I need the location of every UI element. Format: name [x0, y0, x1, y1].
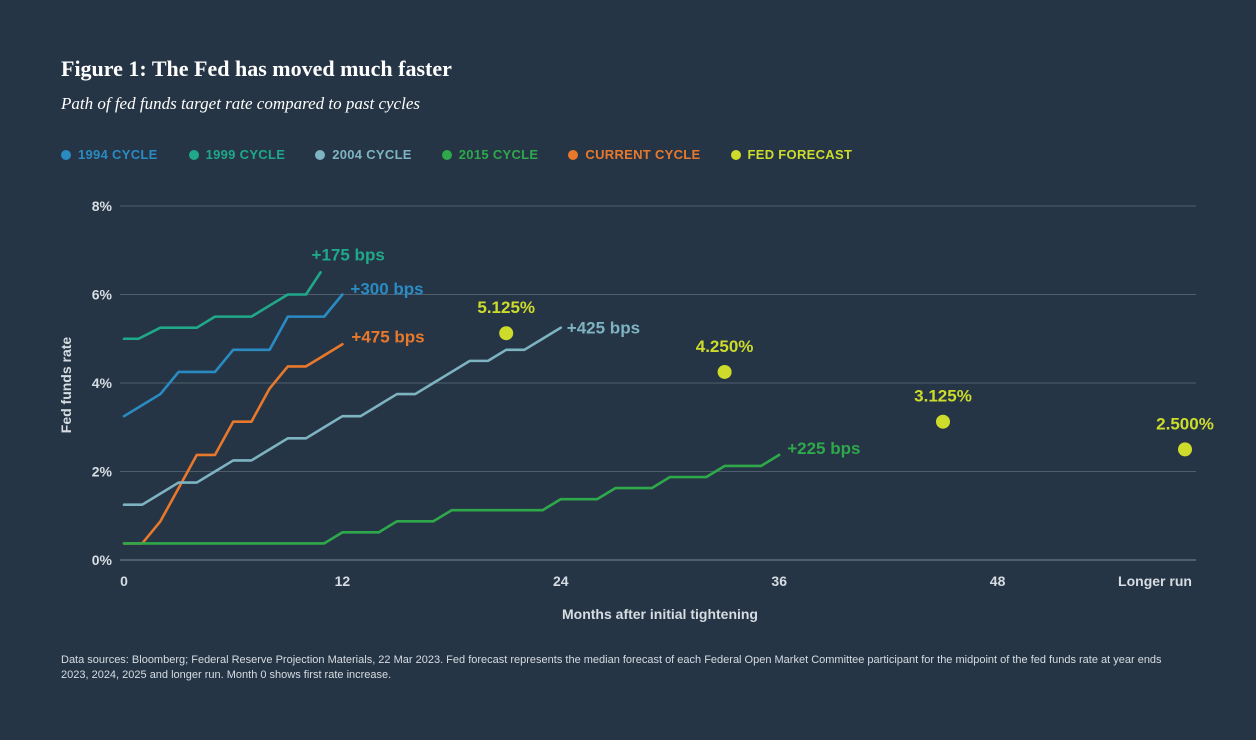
series-end-label-2015-cycle: +225 bps — [787, 439, 860, 458]
y-tick-label: 2% — [92, 464, 113, 480]
grid-lines — [120, 205, 1196, 561]
legend-label-2015: 2015 CYCLE — [458, 147, 539, 162]
x-tick-label: Longer run — [1118, 573, 1192, 589]
legend-dot-2015 — [441, 149, 452, 160]
legend-dot-1999 — [188, 149, 199, 160]
forecast-label: 5.125% — [477, 298, 535, 317]
x-tick-label: 12 — [335, 573, 351, 589]
series-lines: +175 bps +300 bps +475 bps +425 bps +225 bps — [122, 245, 860, 545]
forecast-point — [717, 364, 732, 379]
forecast-label: 3.125% — [914, 387, 972, 406]
x-axis-label: Months after initial tightening — [562, 606, 758, 622]
forecast-label: 2.500% — [1156, 414, 1214, 433]
forecast-point — [499, 326, 514, 341]
legend-item-current: CURRENT CYCLE — [568, 147, 700, 162]
x-tick-label: 0 — [120, 573, 128, 589]
series-end-label-1999-cycle: +175 bps — [312, 245, 385, 264]
series-line-2015-cycle — [122, 453, 781, 545]
series-line-1999-cycle — [122, 271, 322, 341]
legend-label-forecast: FED FORECAST — [747, 147, 853, 162]
legend-label-current: CURRENT CYCLE — [585, 147, 701, 162]
forecast-label: 4.250% — [696, 337, 754, 356]
chart-subtitle: Path of fed funds target rate compared t… — [61, 94, 420, 113]
y-axis-label: Fed funds rate — [58, 337, 74, 434]
legend-item-2015: 2015 CYCLE — [441, 147, 539, 162]
y-tick-label: 0% — [92, 552, 113, 568]
series-end-label-1994-cycle: +300 bps — [350, 280, 423, 299]
legend-dot-forecast — [730, 149, 741, 160]
y-tick-label: 6% — [92, 287, 113, 303]
y-tick-label: 4% — [92, 375, 113, 391]
legend-dot-1994 — [61, 149, 71, 160]
legend-item-forecast: FED FORECAST — [730, 147, 853, 162]
legend: 1994 CYCLE 1999 CYCLE 2004 CYCLE 2015 CY… — [61, 147, 882, 162]
series-line-current-cycle — [122, 342, 344, 545]
series-end-label-2004-cycle: +425 bps — [567, 319, 640, 338]
y-axis-ticks: 0% 2% 4% 6% 8% — [92, 198, 113, 568]
forecast-point — [936, 414, 950, 429]
legend-item-1999: 1999 CYCLE — [188, 147, 286, 162]
x-tick-label: 48 — [990, 573, 1006, 589]
forecast-points: 5.125% 4.250% 3.125% 2.500% — [477, 298, 1214, 457]
footnote: Data sources: Bloomberg; Federal Reserve… — [61, 654, 1162, 681]
legend-item-2004: 2004 CYCLE — [315, 147, 412, 162]
chart-title: Figure 1: The Fed has moved much faster — [61, 56, 452, 81]
legend-label-1994: 1994 CYCLE — [78, 147, 158, 162]
legend-dot-2004 — [315, 149, 326, 160]
legend-label-2004: 2004 CYCLE — [332, 147, 412, 162]
x-tick-label: 36 — [771, 573, 787, 589]
legend-label-1999: 1999 CYCLE — [205, 147, 286, 162]
x-tick-label: 24 — [553, 573, 569, 589]
series-line-2004-cycle — [122, 326, 563, 506]
y-tick-label: 8% — [92, 198, 113, 214]
legend-dot-current — [568, 149, 579, 160]
legend-item-1994: 1994 CYCLE — [61, 147, 158, 162]
series-line-1994-cycle — [122, 293, 344, 418]
x-axis-ticks: 0 12 24 36 48 Longer run — [120, 573, 1192, 589]
series-end-label-current-cycle: +475 bps — [351, 327, 424, 346]
forecast-point — [1178, 442, 1192, 457]
